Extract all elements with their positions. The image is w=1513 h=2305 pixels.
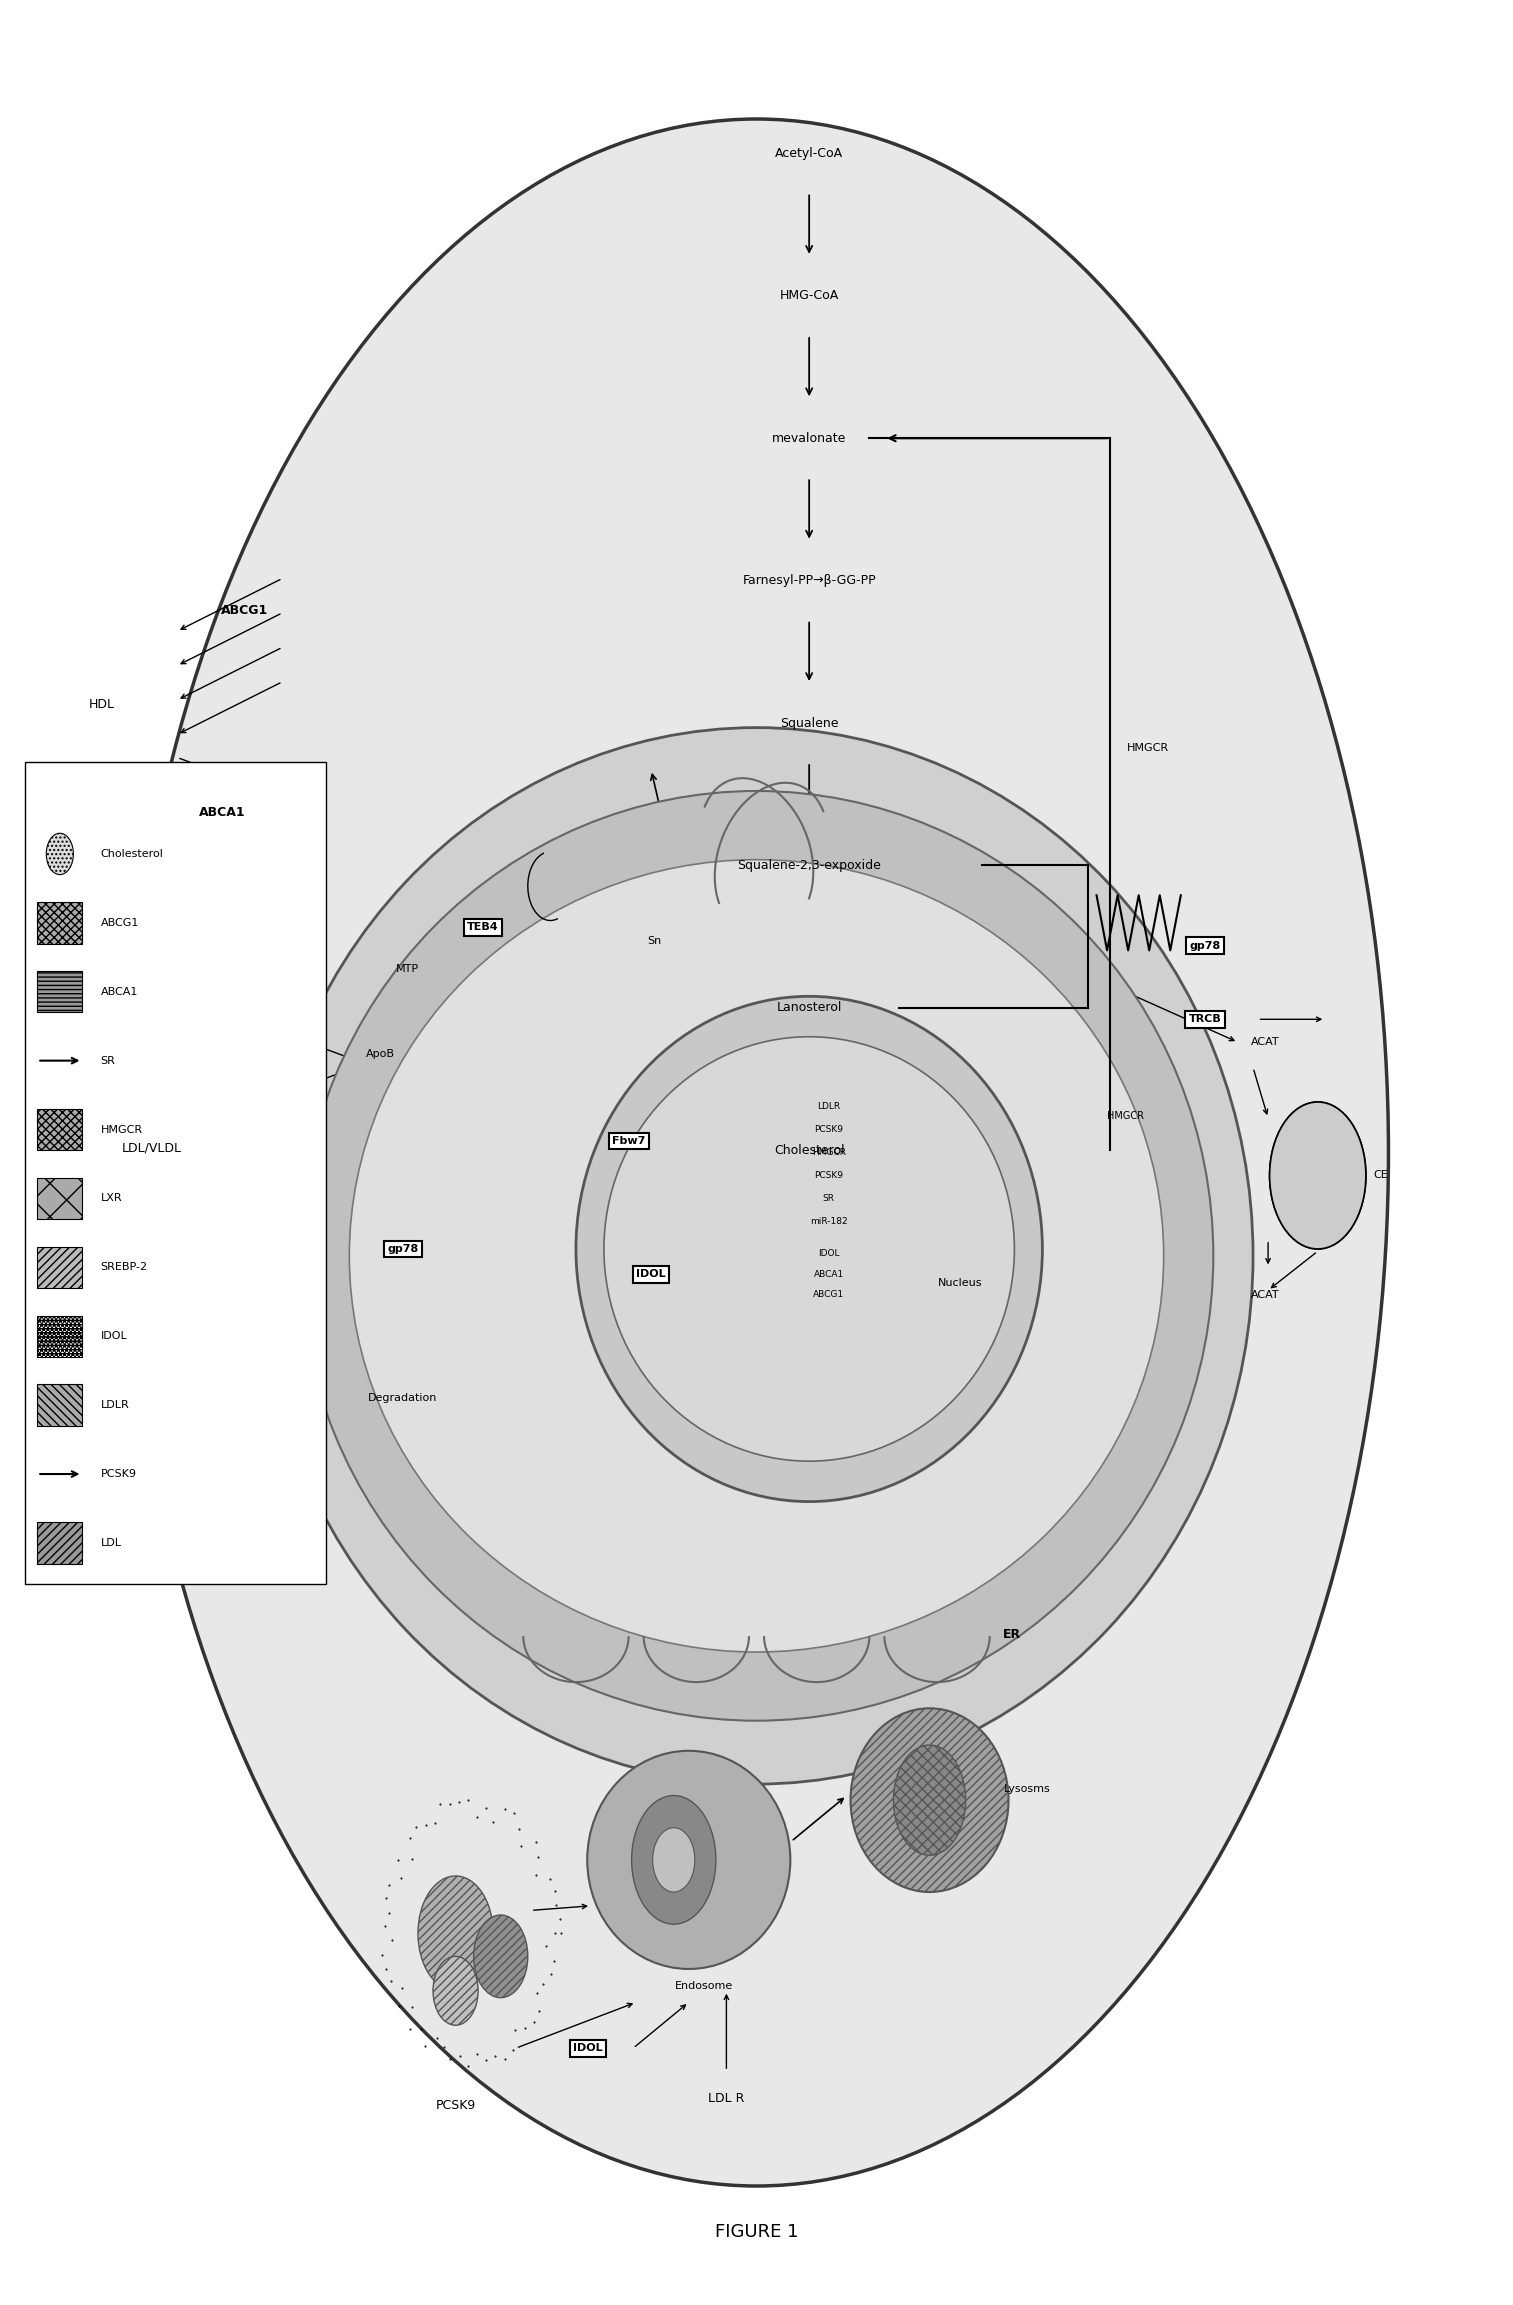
Text: gp78: gp78 xyxy=(387,1245,419,1254)
Text: HMG-CoA: HMG-CoA xyxy=(779,290,838,302)
FancyBboxPatch shape xyxy=(38,1385,82,1427)
Text: IDOL: IDOL xyxy=(637,1270,666,1279)
Text: SR: SR xyxy=(823,1194,835,1203)
Text: miR-182: miR-182 xyxy=(809,1217,847,1226)
Text: Fbw7: Fbw7 xyxy=(611,1136,645,1146)
Ellipse shape xyxy=(576,996,1042,1501)
Text: ABCA1: ABCA1 xyxy=(814,1270,844,1279)
Text: ABCG1: ABCG1 xyxy=(100,917,139,929)
Text: Endosome: Endosome xyxy=(675,1982,732,1992)
FancyBboxPatch shape xyxy=(38,901,82,943)
FancyBboxPatch shape xyxy=(38,1109,82,1150)
Ellipse shape xyxy=(350,860,1163,1653)
Text: PCSK9: PCSK9 xyxy=(814,1125,843,1134)
Text: LXR: LXR xyxy=(100,1194,123,1203)
Text: FIGURE 1: FIGURE 1 xyxy=(714,2222,799,2240)
Text: mevalonate: mevalonate xyxy=(772,431,846,445)
Text: ACAT: ACAT xyxy=(1251,1291,1280,1300)
Text: PCSK9: PCSK9 xyxy=(436,2100,475,2111)
Text: HMGCR: HMGCR xyxy=(811,1148,846,1157)
Text: LDLR: LDLR xyxy=(817,1102,840,1111)
Text: TEB4: TEB4 xyxy=(468,922,498,934)
Text: SREBP-2: SREBP-2 xyxy=(100,1263,148,1272)
FancyBboxPatch shape xyxy=(38,1316,82,1358)
Text: IDOL: IDOL xyxy=(100,1332,127,1342)
Circle shape xyxy=(1269,1102,1366,1249)
Text: gp78: gp78 xyxy=(1189,940,1221,950)
Text: Lysosms: Lysosms xyxy=(1005,1784,1050,1793)
Text: HMGCR: HMGCR xyxy=(1106,1111,1144,1120)
Circle shape xyxy=(474,1915,528,1998)
Text: ABCA1: ABCA1 xyxy=(100,987,138,996)
Text: LDL: LDL xyxy=(100,1537,121,1549)
Circle shape xyxy=(47,834,74,874)
Text: PCSK9: PCSK9 xyxy=(814,1171,843,1180)
Text: IDOL: IDOL xyxy=(573,2042,602,2054)
Text: CE: CE xyxy=(1374,1171,1389,1180)
FancyBboxPatch shape xyxy=(26,763,327,1584)
Text: LDLR: LDLR xyxy=(100,1399,129,1411)
Text: HDL: HDL xyxy=(89,698,115,712)
FancyBboxPatch shape xyxy=(38,970,82,1012)
FancyBboxPatch shape xyxy=(38,1178,82,1219)
Text: ABCA1: ABCA1 xyxy=(200,807,245,818)
Circle shape xyxy=(1269,1102,1366,1249)
Text: Cholesterol: Cholesterol xyxy=(100,848,163,860)
Text: IDOL: IDOL xyxy=(819,1249,840,1259)
Text: HMGCR: HMGCR xyxy=(1127,742,1168,754)
Ellipse shape xyxy=(604,1037,1014,1461)
Circle shape xyxy=(433,1957,478,2026)
Circle shape xyxy=(631,1796,716,1925)
Text: SR: SR xyxy=(100,1056,115,1065)
Text: LDL/VLDL: LDL/VLDL xyxy=(121,1141,182,1155)
Text: Sn: Sn xyxy=(648,936,661,947)
Text: Squalene-2,3-expoxide: Squalene-2,3-expoxide xyxy=(737,860,881,871)
Ellipse shape xyxy=(850,1708,1009,1892)
FancyBboxPatch shape xyxy=(38,1247,82,1288)
Ellipse shape xyxy=(587,1752,790,1968)
Text: Lanosterol: Lanosterol xyxy=(776,1000,841,1014)
Circle shape xyxy=(418,1876,493,1992)
Text: Farnesyl-PP→β-GG-PP: Farnesyl-PP→β-GG-PP xyxy=(743,574,876,588)
Text: ACAT: ACAT xyxy=(1251,1037,1280,1046)
Text: MTP: MTP xyxy=(396,963,419,973)
Text: ABCG1: ABCG1 xyxy=(221,604,268,618)
Circle shape xyxy=(652,1828,694,1892)
Circle shape xyxy=(893,1745,965,1856)
Text: ApoB: ApoB xyxy=(366,1049,395,1058)
Ellipse shape xyxy=(300,791,1213,1722)
Text: Nucleus: Nucleus xyxy=(938,1279,982,1288)
Text: LDL R: LDL R xyxy=(708,2093,744,2104)
Text: Squalene: Squalene xyxy=(779,717,838,728)
Ellipse shape xyxy=(260,728,1253,1784)
Text: HMGCR: HMGCR xyxy=(100,1125,142,1134)
Text: TRCB: TRCB xyxy=(1189,1014,1221,1023)
Text: Acetyl-CoA: Acetyl-CoA xyxy=(775,148,843,159)
FancyBboxPatch shape xyxy=(38,1521,82,1563)
Ellipse shape xyxy=(124,120,1389,2185)
Text: PCSK9: PCSK9 xyxy=(100,1468,136,1480)
Text: Cholesterol: Cholesterol xyxy=(773,1143,844,1157)
Text: ABCG1: ABCG1 xyxy=(812,1291,844,1300)
Text: Degradation: Degradation xyxy=(368,1392,437,1404)
Text: ER: ER xyxy=(1003,1627,1021,1641)
